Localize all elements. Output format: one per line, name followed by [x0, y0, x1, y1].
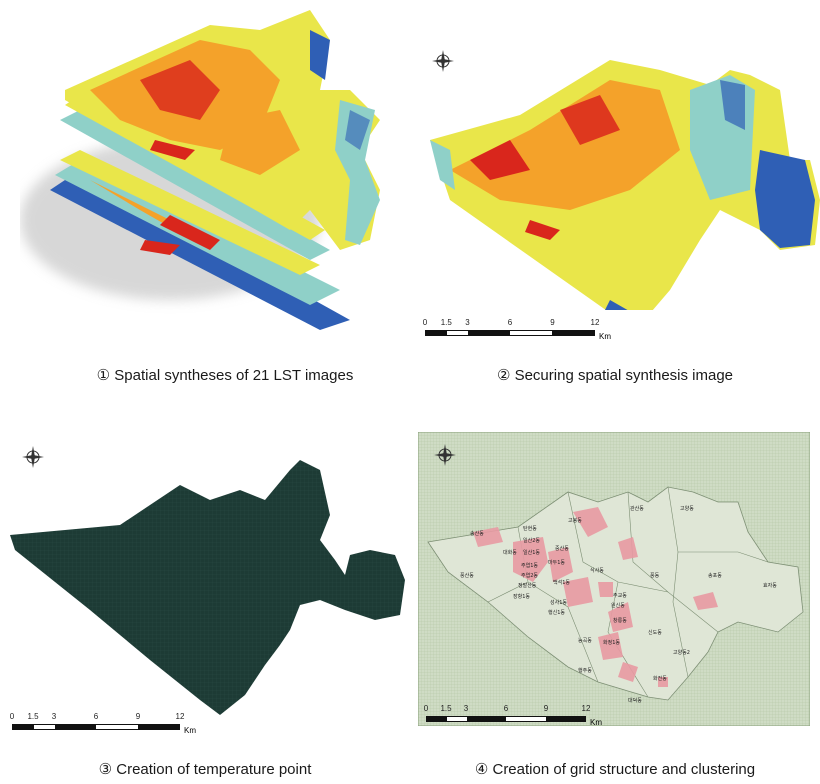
- compass-rose-icon: [432, 442, 458, 473]
- scale-tick: 1.5: [27, 712, 39, 721]
- district-labels: 고봉동 관산동 고양동 송산동 탄현동 일산2동 중산동 대화동 일산1동 풍산…: [460, 505, 777, 704]
- scale-unit: Km: [590, 718, 602, 727]
- district-label: 탄현동: [523, 525, 537, 532]
- caption-text: Creation of grid structure and clusterin…: [492, 761, 756, 778]
- caption-1: ① Spatial syntheses of 21 LST images: [20, 366, 430, 384]
- district-label: 고양동: [680, 505, 694, 512]
- scale-tick: 3: [465, 318, 470, 327]
- district-label: 식사동: [590, 567, 604, 574]
- district-label: 주교동: [613, 593, 627, 599]
- district-label: 대화동: [503, 549, 517, 556]
- compass-rose-icon: [20, 444, 46, 475]
- scale-bar-3: 0 1.5 3 6 9 12 Km: [9, 712, 196, 735]
- district-label: 풍동: [650, 573, 660, 579]
- caption-3: ③ Creation of temperature point: [0, 760, 410, 778]
- panel-2-synthesis: 0 1.5 3 6 9 12 Km: [410, 0, 820, 350]
- scale-bar-4: 0 1.5 3 6 9 12 Km: [423, 704, 602, 727]
- lst-stack-map: [20, 10, 380, 330]
- district-label: 마두1동: [548, 559, 565, 566]
- scale-tick: 6: [507, 318, 513, 327]
- district-label: 화전동: [653, 675, 667, 682]
- scale-unit: Km: [184, 726, 196, 735]
- scale-tick: 1.5: [440, 704, 452, 713]
- scale-tick: 1.5: [440, 318, 452, 327]
- caption-2: ② Securing spatial synthesis image: [410, 366, 820, 384]
- compass-rose-icon: [430, 48, 456, 79]
- district-label: 능곡동: [578, 638, 592, 644]
- scale-unit: Km: [599, 332, 611, 341]
- caption-number: ②: [496, 367, 511, 384]
- district-label: 행신1동: [548, 609, 565, 616]
- district-label: 일산1동: [523, 549, 540, 556]
- district-label: 성사1동: [550, 599, 567, 606]
- district-label: 주엽2동: [521, 572, 538, 579]
- district-label: 원신동: [611, 602, 625, 609]
- district-label: 장항1동: [513, 593, 530, 600]
- scale-tick: 0: [422, 318, 428, 327]
- district-label: 대덕동: [628, 697, 642, 704]
- scale-tick: 0: [423, 704, 429, 713]
- caption-text: Spatial syntheses of 21 LST images: [114, 367, 354, 384]
- panel-3-temperature-points: 0 1.5 3 6 9 12 Km: [0, 430, 410, 740]
- district-label: 중산동: [555, 545, 569, 552]
- grid-cluster-map: 고봉동 관산동 고양동 송산동 탄현동 일산2동 중산동 대화동 일산1동 풍산…: [418, 432, 810, 726]
- district-label: 창릉동: [613, 617, 627, 624]
- synthesis-map: [430, 60, 820, 310]
- panel-1-lst-stack: [20, 0, 420, 350]
- scale-tick: 9: [135, 712, 141, 721]
- district-label: 행주동: [578, 667, 592, 674]
- district-label: 주엽1동: [521, 562, 538, 569]
- caption-text: Securing spatial synthesis image: [514, 367, 734, 384]
- scale-tick: 3: [51, 712, 57, 721]
- district-label: 화정1동: [603, 639, 620, 646]
- district-label: 일산2동: [523, 537, 540, 544]
- scale-tick: 12: [175, 712, 185, 721]
- scale-bar-2: 0 1.5 3 6 9 12 Km: [422, 318, 611, 341]
- district-label: 송산동: [470, 530, 484, 537]
- district-label: 송포동: [708, 572, 722, 579]
- district-label: 백석1동: [553, 579, 570, 586]
- caption-number: ①: [96, 367, 111, 384]
- scale-tick: 3: [463, 704, 469, 713]
- scale-tick: 6: [503, 704, 509, 713]
- scale-tick: 9: [550, 318, 555, 327]
- district-label: 풍산동: [460, 572, 474, 579]
- district-label: 효자동: [763, 582, 777, 589]
- temperature-point-map: [10, 460, 405, 715]
- district-label: 고봉동: [568, 518, 582, 524]
- scale-tick: 12: [590, 318, 600, 327]
- district-label: 신도동: [648, 629, 662, 636]
- caption-text: Creation of temperature point: [116, 761, 312, 778]
- caption-number: ④: [474, 761, 489, 778]
- district-label: 정발산동: [518, 582, 537, 589]
- district-label: 고양동2: [673, 649, 690, 656]
- district-label: 관산동: [630, 505, 644, 512]
- scale-tick: 9: [543, 704, 549, 713]
- scale-tick: 0: [9, 712, 15, 721]
- scale-tick: 12: [581, 704, 591, 713]
- panel-4-grid-clustering: 고봉동 관산동 고양동 송산동 탄현동 일산2동 중산동 대화동 일산1동 풍산…: [418, 432, 810, 727]
- caption-number: ③: [98, 761, 113, 778]
- caption-4: ④ Creation of grid structure and cluster…: [410, 760, 820, 778]
- scale-tick: 6: [93, 712, 99, 721]
